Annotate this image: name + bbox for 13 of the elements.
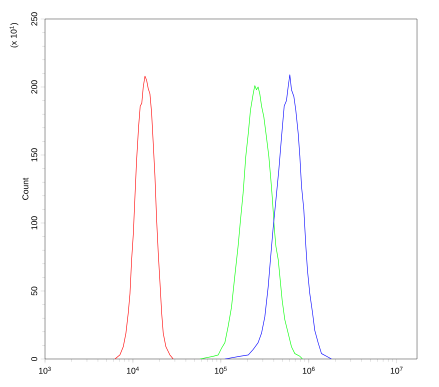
y-tick-label: 250 [31,12,38,26]
x-tick-label: 10$^{6}$ [302,366,315,374]
x-tick-label: 10$^{3}$ [39,366,51,374]
y-tick-label: 200 [31,80,38,94]
y-tick-label: 150 [31,148,38,162]
y-axis-title: Count [22,178,28,200]
y-tick-label: 0 [31,356,38,362]
text: (x 10$^{1}$) [10,23,18,48]
x-tick-label: 10$^{7}$ [390,366,403,374]
y-tick-label: 100 [31,216,38,230]
y-tick-label: 50 [31,286,38,296]
x-tick-label: 10$^{5}$ [214,366,227,374]
x-tick-label: 10$^{4}$ [126,366,139,374]
